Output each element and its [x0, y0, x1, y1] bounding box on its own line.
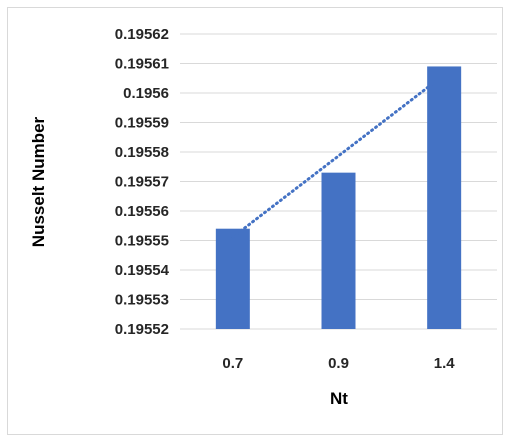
y-tick-label: 0.19554 — [115, 262, 170, 279]
bar-1.4 — [427, 66, 462, 329]
y-tick-label: 0.19553 — [115, 292, 169, 309]
x-tick-label: 1.4 — [434, 355, 456, 372]
y-tick-label: 0.19552 — [115, 321, 169, 338]
y-tick-label: 0.19562 — [115, 26, 169, 43]
bar-0.7 — [215, 228, 250, 329]
bar-0.9 — [321, 172, 356, 329]
trendline-layer — [231, 73, 446, 239]
x-tick-label: 0.7 — [222, 355, 243, 372]
y-tick-label: 0.19557 — [115, 174, 169, 191]
chart-frame — [7, 7, 503, 435]
bars — [215, 66, 462, 329]
x-axis-tick-labels: 0.7 0.9 1.4 — [222, 355, 455, 372]
y-tick-label: 0.1956 — [123, 85, 169, 102]
y-tick-label: 0.19559 — [115, 115, 169, 132]
x-tick-label: 0.9 — [328, 355, 349, 372]
x-axis-title: Nt — [330, 389, 348, 408]
y-axis-title: Nusselt Number — [29, 116, 48, 247]
y-tick-label: 0.19561 — [115, 56, 169, 73]
y-tick-label: 0.19556 — [115, 203, 169, 220]
y-axis-tick-labels: 0.19552 0.19553 0.19554 0.19555 0.19556 0.195… — [115, 26, 170, 338]
y-tick-label: 0.19558 — [115, 144, 169, 161]
trendline — [231, 73, 446, 239]
y-tick-label: 0.19555 — [115, 233, 169, 250]
